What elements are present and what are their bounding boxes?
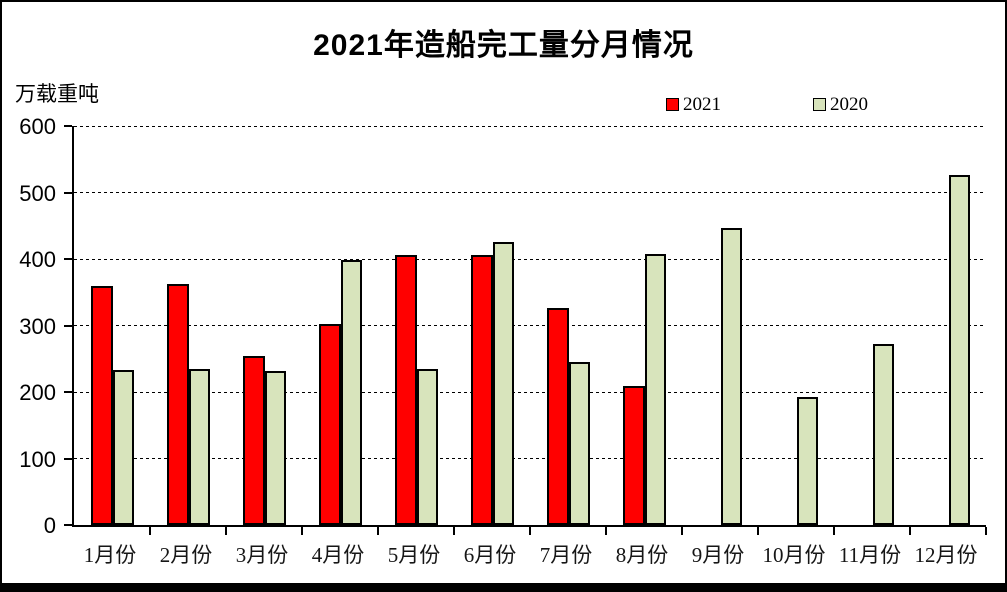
category-cell-5 — [378, 126, 454, 525]
x-axis-tick — [529, 527, 531, 535]
category-cell-9 — [682, 126, 758, 525]
legend-label-2021: 2021 — [683, 94, 721, 115]
bar-2020-9月份 — [720, 228, 742, 525]
bar-2021-6月份 — [470, 255, 493, 525]
category-cell-6 — [454, 126, 530, 525]
bar-2021-5月份 — [394, 255, 417, 525]
x-axis-label-6月份: 6月份 — [463, 543, 517, 567]
x-axis-tick — [377, 527, 379, 535]
x-axis-tick — [225, 527, 227, 535]
y-axis-tick-label: 0 — [43, 513, 56, 538]
gridline-500 — [74, 192, 986, 193]
bar-2021-8月份 — [622, 386, 645, 525]
bar-2020-3月份 — [264, 370, 286, 525]
legend-label-2020: 2020 — [830, 94, 868, 115]
category-cell-12 — [910, 126, 986, 525]
gridline-200 — [74, 391, 986, 393]
x-axis-tick — [757, 527, 759, 535]
x-axis-tick — [453, 527, 455, 535]
legend-swatch-2020-icon — [813, 98, 826, 111]
bar-2020-12月份 — [948, 174, 970, 525]
x-axis-tick — [605, 527, 607, 535]
x-axis-label-4月份: 4月份 — [311, 543, 365, 567]
y-axis-tick — [64, 524, 72, 526]
bar-2021-4月份 — [318, 323, 341, 525]
y-axis-tick-label: 600 — [19, 114, 56, 139]
y-axis-tick — [64, 258, 72, 260]
y-axis-tick — [64, 457, 72, 460]
x-axis-tick — [681, 527, 683, 535]
x-axis-label-12月份: 12月份 — [914, 543, 978, 567]
x-axis-label-1月份: 1月份 — [83, 543, 137, 567]
y-axis-tick-label: 200 — [19, 380, 56, 405]
category-cell-3 — [226, 126, 302, 525]
y-axis-unit-label: 万载重吨 — [15, 83, 99, 106]
x-axis-label-10月份: 10月份 — [762, 543, 826, 567]
category-cell-8 — [606, 126, 682, 525]
bar-2021-1月份 — [90, 285, 113, 525]
bar-2020-7月份 — [568, 362, 590, 525]
gridline-600 — [74, 125, 986, 127]
y-axis-tick-label: 300 — [19, 313, 56, 339]
x-axis-label-8月份: 8月份 — [615, 543, 669, 567]
y-axis-tick-label: 100 — [19, 446, 56, 472]
bar-2020-4月份 — [340, 260, 362, 525]
category-cell-2 — [150, 126, 226, 525]
x-axis-tick — [909, 527, 911, 535]
y-axis-tick-label: 400 — [19, 247, 56, 272]
category-cell-11 — [834, 126, 910, 525]
bar-2020-11月份 — [872, 344, 894, 525]
category-cell-4 — [302, 126, 378, 525]
gridline-100 — [74, 458, 986, 459]
gridline-400 — [74, 258, 986, 260]
bar-2020-2月份 — [188, 369, 210, 525]
x-axis-label-9月份: 9月份 — [691, 543, 745, 567]
bar-2020-5月份 — [416, 368, 438, 525]
y-axis-tick — [64, 191, 72, 194]
bar-2020-8月份 — [644, 254, 666, 525]
legend-item-2020: 2020 — [813, 95, 868, 114]
x-axis-label-11月份: 11月份 — [838, 543, 902, 567]
legend-item-2021: 2021 — [666, 95, 721, 114]
y-axis-tick-label: 500 — [19, 180, 56, 206]
x-axis-tick — [301, 527, 303, 535]
category-cell-7 — [530, 126, 606, 525]
plot-area — [64, 125, 987, 535]
legend-swatch-2021-icon — [666, 98, 679, 111]
x-axis-tick — [833, 527, 835, 535]
y-axis-tick — [64, 125, 72, 127]
bar-2021-7月份 — [546, 307, 569, 525]
category-cell-1 — [74, 126, 150, 525]
x-axis-tick — [149, 527, 151, 535]
x-axis-label-7月份: 7月份 — [539, 543, 593, 567]
bar-2020-6月份 — [492, 241, 514, 525]
category-cell-10 — [758, 126, 834, 525]
chart-title: 2021年造船完工量分月情况 — [313, 29, 694, 62]
x-axis-label-3月份: 3月份 — [235, 543, 289, 567]
x-axis-tick — [985, 527, 987, 535]
gridline-300 — [74, 325, 986, 326]
bar-2020-10月份 — [796, 396, 818, 525]
bar-2021-3月份 — [242, 356, 265, 525]
x-axis-label-2月份: 2月份 — [159, 543, 213, 567]
y-axis-tick — [64, 391, 72, 393]
bar-2021-2月份 — [166, 284, 189, 525]
bar-2020-1月份 — [112, 370, 134, 525]
x-axis-label-5月份: 5月份 — [387, 543, 441, 567]
y-axis-tick — [64, 324, 72, 327]
